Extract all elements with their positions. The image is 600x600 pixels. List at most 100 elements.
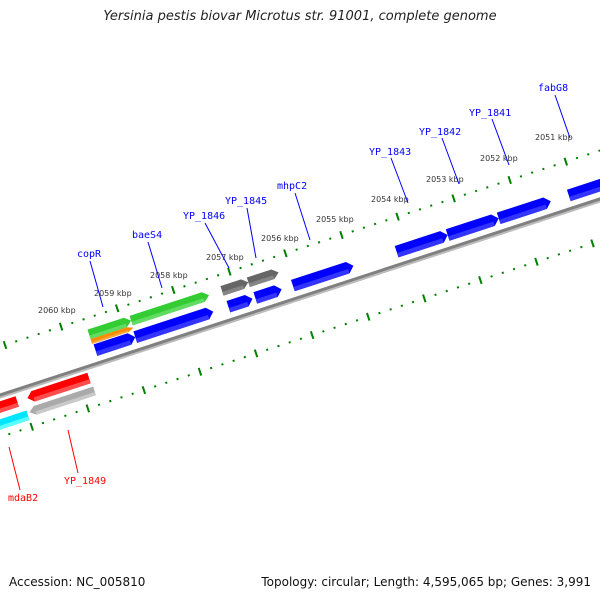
gene-feature: [129, 292, 210, 326]
minor-tick: [523, 264, 527, 267]
major-tick: [422, 294, 427, 303]
kbp-label: 2051 kbp: [535, 133, 573, 142]
gene-feature: [290, 261, 354, 292]
gene-label-baeS4[interactable]: baeS4: [132, 230, 162, 241]
minor-tick: [138, 299, 141, 303]
major-tick: [309, 330, 315, 340]
gene-label-YP_1849[interactable]: YP_1849: [64, 476, 106, 487]
major-tick: [366, 312, 371, 321]
minor-tick: [400, 304, 404, 307]
minor-tick: [333, 326, 336, 329]
gene-arrow-highlight: [448, 221, 495, 241]
label-pointer: [491, 118, 510, 166]
minor-tick: [373, 222, 377, 226]
minor-tick: [295, 248, 298, 251]
gene-arrow: [29, 386, 96, 415]
major-tick: [197, 367, 203, 376]
major-tick: [590, 239, 595, 248]
minor-tick: [385, 219, 388, 222]
minor-tick: [418, 208, 422, 211]
gene-labels: copR baeS4 YP_1846 YP_1845 mhpC2 YP_1843…: [8, 83, 571, 504]
minor-tick: [407, 211, 411, 215]
major-tick: [534, 257, 539, 266]
minor-tick: [277, 344, 280, 348]
minor-tick: [568, 249, 572, 253]
major-tick: [395, 212, 400, 221]
gene-feature: [27, 372, 91, 402]
minor-tick: [306, 244, 310, 248]
gene-label-YP_1843[interactable]: YP_1843: [369, 147, 411, 158]
gene-label-YP_1846[interactable]: YP_1846: [183, 211, 225, 222]
gene-feature: [566, 178, 600, 202]
gene-arrow-highlight: [499, 204, 547, 225]
gene-label-fabG8[interactable]: fabG8: [538, 83, 568, 94]
gene-label-mhpC2[interactable]: mhpC2: [277, 181, 307, 192]
gene-feature: [226, 294, 253, 313]
minor-tick: [149, 296, 153, 299]
minor-tick: [378, 311, 381, 315]
gene-arrow-highlight: [255, 292, 278, 304]
minor-tick: [221, 363, 224, 366]
label-pointer: [147, 241, 163, 289]
gene-label-mdaB2[interactable]: mdaB2: [8, 493, 38, 504]
major-tick: [58, 322, 64, 331]
minor-tick: [463, 193, 467, 196]
kbp-label: 2059 kbp: [94, 289, 132, 298]
minor-tick: [445, 289, 448, 293]
gene-arrow-highlight: [397, 238, 444, 258]
minor-tick: [93, 314, 96, 317]
label-pointer: [204, 222, 230, 269]
genome-title: Yersinia pestis biovar Microtus str. 910…: [103, 9, 497, 24]
major-tick: [85, 404, 90, 413]
major-tick: [478, 275, 483, 285]
major-tick: [2, 340, 8, 350]
minor-tick: [176, 377, 179, 381]
minor-tick: [71, 321, 74, 325]
label-pointer: [441, 137, 460, 185]
kbp-label: 2052 kbp: [480, 154, 518, 163]
minor-tick: [216, 274, 220, 277]
gene-arrow-highlight: [293, 269, 350, 292]
kbp-labels: 2060 kbp 2059 kbp 2058 kbp 2057 kbp 2056…: [38, 133, 573, 315]
minor-tick: [120, 396, 123, 399]
minor-tick: [322, 330, 325, 333]
label-pointer: [246, 207, 257, 259]
label-pointer: [89, 260, 104, 308]
gene-feature: [246, 269, 279, 288]
minor-tick: [97, 403, 101, 406]
minor-tick: [160, 292, 164, 295]
gene-label-copR[interactable]: copR: [77, 249, 102, 260]
gene-label-YP_1845[interactable]: YP_1845: [225, 196, 267, 207]
minor-tick: [429, 204, 433, 207]
gene-feature: [394, 231, 448, 258]
gene-label-YP_1842[interactable]: YP_1842: [419, 127, 461, 138]
backbone-shadow: [0, 146, 600, 414]
minor-tick: [434, 293, 437, 296]
gene-feature: [0, 396, 19, 416]
minor-tick: [153, 385, 157, 388]
linear-track: [0, 145, 600, 436]
minor-tick: [441, 200, 444, 204]
accession-text: Accession: NC_005810: [9, 575, 146, 589]
minor-tick: [467, 282, 471, 286]
kbp-label: 2056 kbp: [261, 234, 299, 243]
minor-tick: [232, 359, 235, 362]
minor-tick: [265, 348, 269, 351]
minor-tick: [557, 253, 561, 256]
minor-tick: [165, 381, 168, 384]
gene-label-YP_1841[interactable]: YP_1841: [469, 108, 511, 119]
major-tick: [29, 422, 34, 431]
gene-arrow-highlight: [0, 402, 19, 416]
major-tick: [171, 285, 176, 295]
minor-tick: [542, 167, 545, 171]
gene-arrow-highlight: [35, 391, 96, 415]
minor-tick: [131, 392, 134, 395]
minor-tick: [530, 171, 534, 174]
gene-feature: [220, 279, 249, 296]
label-pointer: [294, 192, 311, 241]
gene-feature: [445, 214, 499, 241]
minor-tick: [486, 186, 489, 189]
gene-feature: [87, 317, 132, 340]
minor-tick: [456, 286, 460, 289]
